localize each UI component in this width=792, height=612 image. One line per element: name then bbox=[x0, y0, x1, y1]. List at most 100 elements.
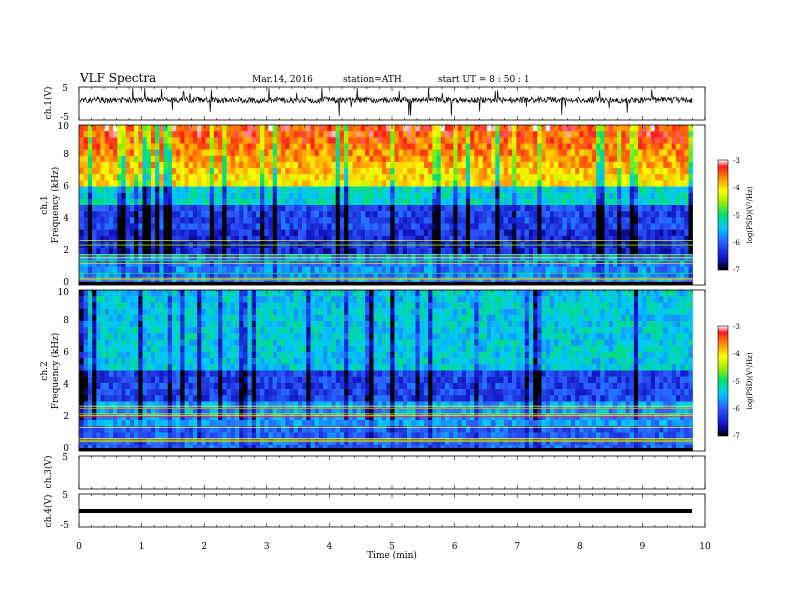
spectrogram-cell bbox=[402, 174, 408, 181]
spectrogram-cell bbox=[499, 248, 504, 255]
spectrogram-cell bbox=[453, 198, 458, 206]
spectrogram-cell bbox=[226, 272, 231, 280]
spectrogram-cell bbox=[541, 211, 546, 218]
spectrogram-cell bbox=[83, 333, 89, 340]
spectrogram-cell bbox=[524, 198, 530, 206]
spectrogram-cell bbox=[524, 272, 530, 280]
spectrogram-cell bbox=[176, 351, 181, 359]
spectrogram-cell bbox=[226, 401, 231, 408]
spectrogram-cell bbox=[600, 235, 605, 243]
spectrogram-cell bbox=[369, 266, 374, 273]
spectrogram-cell bbox=[402, 125, 408, 132]
spectrogram-cell bbox=[344, 174, 349, 181]
spectrogram-cell bbox=[482, 161, 488, 169]
spectrogram-cell bbox=[684, 131, 689, 138]
spectrogram-cell bbox=[146, 143, 152, 150]
spectrogram-cell bbox=[579, 235, 584, 243]
spectrogram-cell bbox=[129, 143, 135, 150]
spectrogram-cell bbox=[398, 131, 404, 138]
spectrogram-cell bbox=[121, 125, 126, 132]
spectrogram-cell bbox=[192, 389, 198, 396]
spectrogram-cell bbox=[234, 205, 240, 212]
spectrogram-cell bbox=[407, 248, 412, 255]
spectrogram-cell bbox=[92, 351, 97, 359]
spectrogram-cell bbox=[642, 229, 647, 236]
spectrogram-cell bbox=[226, 180, 231, 187]
spectrogram-cell bbox=[344, 198, 349, 206]
spectrogram-cell bbox=[113, 290, 118, 297]
spectrogram-cell bbox=[562, 205, 567, 212]
spectrogram-cell bbox=[129, 308, 135, 315]
spectrogram-cell bbox=[549, 266, 555, 273]
spectrogram-cell bbox=[612, 137, 618, 144]
spectrogram-cell bbox=[596, 125, 601, 132]
spectrogram-cell bbox=[268, 217, 273, 224]
spectrogram-cell bbox=[449, 192, 454, 200]
spectrogram-cell bbox=[436, 174, 441, 181]
spectrogram-cell bbox=[163, 308, 168, 315]
spectrogram-cell bbox=[87, 168, 93, 175]
spectrogram-cell bbox=[167, 339, 173, 346]
spectrogram-cell bbox=[570, 155, 576, 163]
spectrogram-cell bbox=[470, 155, 475, 163]
spectrogram-cell bbox=[663, 217, 668, 224]
spectrogram-cell bbox=[650, 168, 656, 175]
spectrogram-cell bbox=[339, 155, 345, 163]
spectrogram-cell bbox=[675, 211, 681, 218]
spectrogram-cell bbox=[243, 155, 248, 163]
spectrogram-cell bbox=[604, 217, 609, 224]
spectrogram-cell bbox=[104, 211, 110, 218]
spectrogram-cell bbox=[562, 211, 567, 218]
spectrogram-cell bbox=[276, 217, 282, 224]
spectrogram-cell bbox=[348, 149, 353, 156]
spectrogram-cell bbox=[205, 407, 210, 415]
spectrogram-cell bbox=[218, 382, 223, 390]
spectrogram-cell bbox=[155, 168, 160, 175]
ch1-freq-ticks: 0 2 4 6 8 10 bbox=[58, 122, 70, 288]
spectrogram-cell bbox=[146, 174, 152, 181]
spectrogram-cell bbox=[129, 248, 135, 255]
spectrogram-cell bbox=[125, 143, 131, 150]
spectrogram-cell bbox=[96, 395, 101, 402]
spectrogram-cell bbox=[671, 131, 677, 138]
spectrogram-cell bbox=[474, 211, 479, 218]
spectrogram-cell bbox=[171, 131, 177, 138]
spectrogram-cell bbox=[285, 217, 290, 224]
spectrogram-cell bbox=[671, 211, 677, 218]
spectrogram-cell bbox=[667, 168, 672, 175]
spectrogram-cell bbox=[79, 266, 84, 273]
spectrogram-cell bbox=[167, 266, 173, 273]
spectrogram-cell bbox=[171, 314, 177, 322]
spectrogram-cell bbox=[234, 131, 240, 138]
spectrogram-cell bbox=[222, 155, 227, 163]
spectrogram-cell bbox=[520, 266, 525, 273]
spectrogram-cell bbox=[646, 198, 651, 206]
spectrogram-cell bbox=[314, 272, 320, 280]
spectrogram-cell bbox=[100, 143, 105, 150]
spectrogram-cell bbox=[138, 235, 143, 243]
spectrogram-cell bbox=[142, 364, 147, 371]
spectrogram-cell bbox=[104, 161, 110, 169]
spectrogram-cell bbox=[516, 161, 521, 169]
spectrogram-cell bbox=[310, 205, 315, 212]
spectrogram-cell bbox=[264, 180, 269, 187]
spectrogram-cell bbox=[159, 370, 164, 377]
spectrogram-cell bbox=[121, 376, 126, 384]
spectrogram-cell bbox=[121, 358, 126, 365]
spectrogram-cell bbox=[247, 131, 252, 138]
spectrogram-cell bbox=[470, 272, 475, 280]
spectrogram-cell bbox=[150, 266, 156, 273]
spectrogram-cell bbox=[100, 308, 105, 315]
spectrogram-cell bbox=[524, 235, 530, 243]
spectrogram-cell bbox=[129, 314, 135, 322]
spectrogram-cell bbox=[633, 205, 639, 212]
spectrogram-cell bbox=[663, 235, 668, 243]
spectrogram-cell bbox=[587, 235, 593, 243]
spectrogram-cell bbox=[335, 235, 341, 243]
spectrogram-cell bbox=[478, 229, 483, 236]
spectrogram-cell bbox=[184, 137, 189, 144]
spectrogram-cell bbox=[96, 272, 101, 280]
spectrogram-cell bbox=[188, 211, 194, 218]
spectrogram-cell bbox=[629, 155, 635, 163]
spectrogram-cell bbox=[167, 420, 173, 427]
